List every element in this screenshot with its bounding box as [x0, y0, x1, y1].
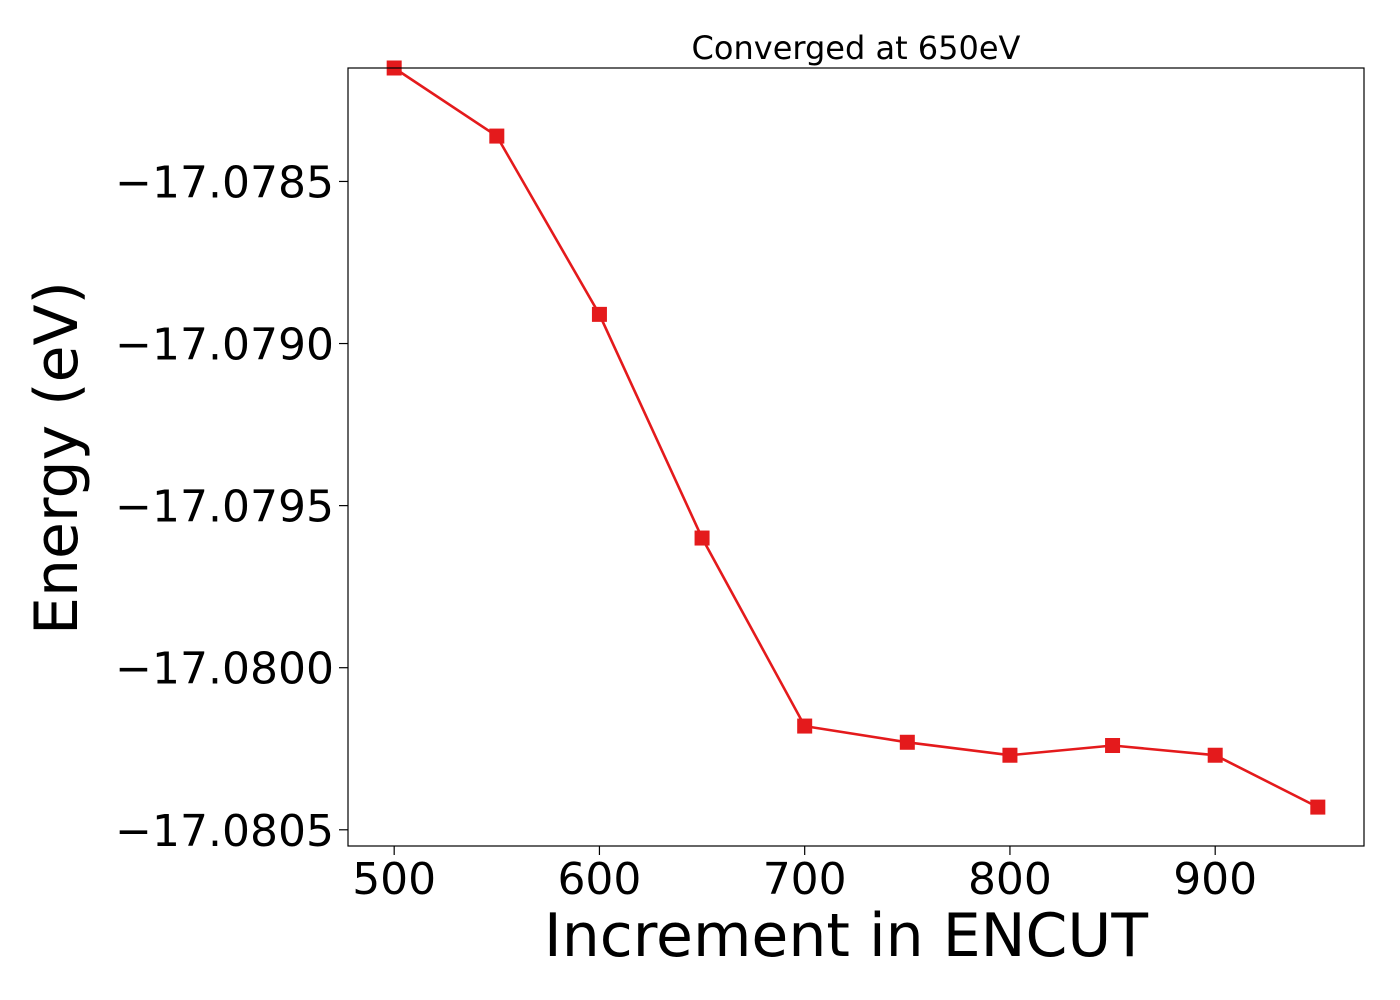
- x-axis-ticks: 500 600 700 800 900: [352, 846, 1257, 905]
- data-point-marker: [797, 718, 813, 734]
- data-point-marker: [694, 530, 710, 546]
- x-tick-label: 800: [968, 854, 1052, 905]
- y-axis-ticks: −17.0785 −17.0790 −17.0795 −17.0800 −17.0805: [115, 157, 348, 857]
- y-tick-label: −17.0790: [115, 320, 334, 371]
- x-tick-label: 700: [763, 854, 847, 905]
- x-tick-label: 600: [557, 854, 641, 905]
- data-point-marker: [1310, 799, 1326, 815]
- y-tick-label: −17.0805: [115, 806, 334, 857]
- plot-frame: [347, 67, 1365, 847]
- data-point-marker: [1002, 747, 1018, 763]
- data-point-marker: [1207, 747, 1223, 763]
- series-line: [393, 66, 1319, 809]
- chart-title: Converged at 650eV: [692, 29, 1021, 67]
- data-point-marker: [899, 734, 915, 750]
- x-tick-label: 500: [352, 854, 436, 905]
- data-point-marker: [1105, 738, 1121, 754]
- y-tick-label: −17.0795: [115, 482, 334, 533]
- y-tick-label: −17.0785: [115, 157, 334, 208]
- x-tick-label: 900: [1173, 854, 1257, 905]
- data-point-marker: [591, 306, 607, 322]
- x-axis-label: Increment in ENCUT: [544, 901, 1148, 971]
- series-layer: [386, 60, 1326, 815]
- data-point-marker: [489, 128, 505, 144]
- y-axis-label: Energy (eV): [22, 281, 92, 635]
- y-tick-label: −17.0800: [115, 644, 334, 695]
